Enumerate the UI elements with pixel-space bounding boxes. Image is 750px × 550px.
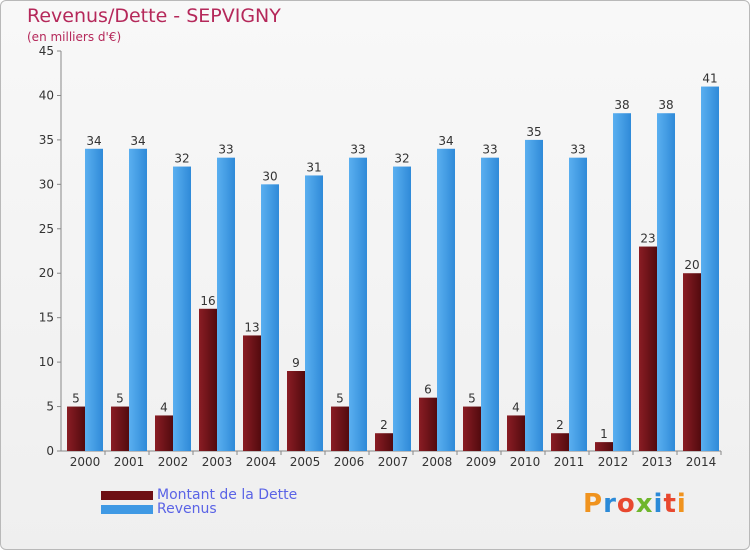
data-label-debt: 5 (336, 392, 344, 406)
bar-debt (331, 406, 349, 451)
bar-debt (199, 308, 217, 451)
data-labels: 5345344321633133093153323263453343523313… (72, 72, 717, 442)
x-tick-label: 2011 (554, 455, 585, 469)
data-label-revenue: 34 (130, 134, 145, 148)
x-tick-label: 2009 (466, 455, 497, 469)
x-tick-label: 2001 (114, 455, 145, 469)
data-label-debt: 23 (640, 232, 655, 246)
data-label-revenue: 30 (262, 169, 277, 183)
data-label-revenue: 32 (174, 152, 189, 166)
bar-debt (243, 335, 261, 451)
x-tick-label: 2006 (334, 455, 365, 469)
y-tick-label: 20 (39, 266, 54, 280)
bar-revenue (85, 148, 103, 451)
x-tick-label: 2003 (202, 455, 233, 469)
data-label-debt: 2 (556, 418, 564, 432)
bar-revenue (525, 139, 543, 451)
data-label-debt: 5 (468, 392, 476, 406)
data-label-debt: 6 (424, 383, 432, 397)
y-tick-label: 30 (39, 177, 54, 191)
y-tick-label: 5 (46, 400, 54, 414)
data-label-revenue: 33 (350, 143, 365, 157)
data-label-revenue: 34 (438, 134, 453, 148)
data-label-debt: 5 (116, 392, 124, 406)
x-tick-label: 2000 (70, 455, 101, 469)
x-tick-label: 2008 (422, 455, 453, 469)
data-label-debt: 2 (380, 418, 388, 432)
bar-debt (683, 273, 701, 451)
y-tick-label: 35 (39, 133, 54, 147)
bar-revenue (481, 157, 499, 451)
data-label-debt: 4 (512, 400, 520, 414)
data-label-revenue: 38 (614, 98, 629, 112)
data-label-debt: 5 (72, 392, 80, 406)
y-tick-label: 45 (39, 44, 54, 58)
bar-debt (463, 406, 481, 451)
x-tick-label: 2002 (158, 455, 189, 469)
x-tick-label: 2007 (378, 455, 409, 469)
bar-revenue (613, 113, 631, 451)
bar-debt (111, 406, 129, 451)
x-tick-label: 2010 (510, 455, 541, 469)
x-tick-label: 2005 (290, 455, 321, 469)
data-label-revenue: 32 (394, 152, 409, 166)
legend-item-revenue: Revenus (101, 501, 217, 517)
data-label-revenue: 33 (570, 143, 585, 157)
y-tick-label: 0 (46, 444, 54, 458)
chart-title: Revenus/Dette - SEPVIGNY (27, 5, 281, 27)
data-label-debt: 1 (600, 427, 608, 441)
bar-revenue (349, 157, 367, 451)
data-label-revenue: 33 (482, 143, 497, 157)
y-tick-label: 40 (39, 88, 54, 102)
bar-debt (551, 433, 569, 451)
bar-debt (507, 415, 525, 451)
bar-revenue (261, 184, 279, 452)
y-tick-label: 25 (39, 222, 54, 236)
x-tick-label: 2014 (686, 455, 717, 469)
data-label-revenue: 41 (702, 72, 717, 86)
legend-swatch-debt (101, 490, 153, 500)
bars (67, 86, 719, 452)
data-label-revenue: 34 (86, 134, 101, 148)
bar-revenue (393, 166, 411, 452)
data-label-revenue: 35 (526, 125, 541, 139)
y-tick-label: 15 (39, 311, 54, 325)
data-label-debt: 20 (684, 258, 699, 272)
bar-revenue (437, 148, 455, 451)
legend-swatch-revenue (101, 504, 153, 514)
bar-revenue (217, 157, 235, 451)
data-label-debt: 9 (292, 356, 300, 370)
bar-debt (67, 406, 85, 451)
chart-subtitle: (en milliers d'€) (27, 30, 122, 44)
x-tick-label: 2013 (642, 455, 673, 469)
data-label-debt: 16 (200, 294, 215, 308)
proxiti-logo: Proxiti (583, 489, 687, 519)
x-tick-label: 2004 (246, 455, 277, 469)
bar-revenue (305, 175, 323, 451)
x-tick-label: 2012 (598, 455, 629, 469)
bar-revenue (173, 166, 191, 452)
data-label-revenue: 31 (306, 160, 321, 174)
bar-debt (375, 433, 393, 451)
bar-debt (419, 397, 437, 451)
legend-label-revenue: Revenus (157, 501, 217, 517)
data-label-debt: 4 (160, 400, 168, 414)
data-label-debt: 13 (244, 320, 259, 334)
bar-debt (595, 442, 613, 451)
legend-label-debt: Montant de la Dette (157, 487, 298, 503)
bar-debt (155, 415, 173, 451)
bar-revenue (701, 86, 719, 452)
bar-debt (287, 371, 305, 451)
y-tick-label: 10 (39, 355, 54, 369)
data-label-revenue: 38 (658, 98, 673, 112)
bar-revenue (129, 148, 147, 451)
legend-item-debt: Montant de la Dette (101, 487, 297, 503)
bar-debt (639, 246, 657, 451)
bar-revenue (657, 113, 675, 451)
data-label-revenue: 33 (218, 143, 233, 157)
bar-revenue (569, 157, 587, 451)
